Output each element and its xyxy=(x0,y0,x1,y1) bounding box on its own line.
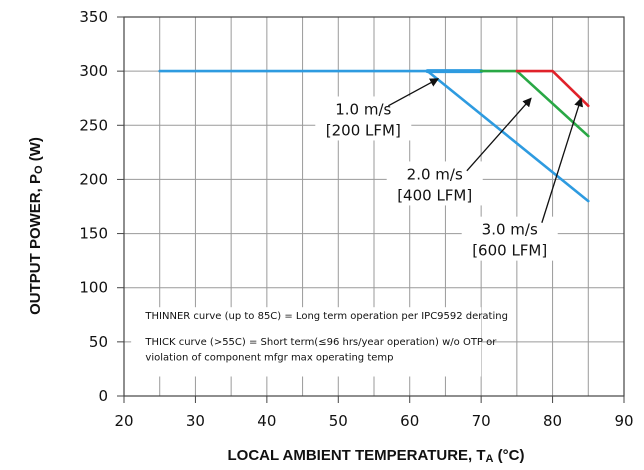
x-tick-label: 60 xyxy=(400,412,419,430)
notes-box xyxy=(131,307,482,377)
y-tick-label: 50 xyxy=(89,333,108,351)
tick-labels: 20 30 40 50 60 70 80 90 0 50 100 150 200 250 300 350 xyxy=(79,8,633,430)
annotation-label: [200 LFM] xyxy=(326,121,401,139)
x-tick-label: 90 xyxy=(614,412,633,430)
annotation-arrow xyxy=(541,97,584,223)
note-line: violation of component mfgr max operatin… xyxy=(145,352,393,363)
annotation-bg xyxy=(461,216,558,261)
annotation-label: 2.0 m/s xyxy=(407,165,463,183)
x-tick-label: 50 xyxy=(329,412,348,430)
y-tick-label: 200 xyxy=(79,170,108,188)
x-tick-label: 40 xyxy=(257,412,276,430)
x-tick-label: 30 xyxy=(186,412,205,430)
annotation-label: 1.0 m/s xyxy=(335,100,391,118)
annotation-arrow xyxy=(466,97,532,172)
note-line: THICK curve (>55C) = Short term(≤96 hrs/… xyxy=(144,337,497,348)
x-tick-label: 20 xyxy=(114,412,133,430)
y-tick-label: 300 xyxy=(79,62,108,80)
annotation-label: 3.0 m/s xyxy=(482,221,538,239)
y-tick-label: 100 xyxy=(79,279,108,297)
annotation-label: [400 LFM] xyxy=(397,186,472,204)
x-tick-label: 80 xyxy=(543,412,562,430)
annotation-arrow xyxy=(387,78,440,107)
y-tick-label: 150 xyxy=(79,225,108,243)
y-tick-label: 250 xyxy=(79,116,108,134)
y-tick-label: 350 xyxy=(79,8,108,26)
x-axis-title: LOCAL AMBIENT TEMPERATURE, TA (°C) xyxy=(228,447,525,465)
note-line: THINNER curve (up to 85C) = Long term op… xyxy=(144,311,508,322)
annotation-bg xyxy=(386,161,483,206)
notes: THINNER curve (up to 85C) = Long term op… xyxy=(144,311,508,363)
annotation-bg xyxy=(315,96,412,141)
annotation-label: [600 LFM] xyxy=(472,242,547,260)
series-layer xyxy=(158,69,590,203)
plot-frame xyxy=(117,16,625,403)
y-tick-label: 0 xyxy=(98,387,108,405)
x-tick-label: 70 xyxy=(472,412,491,430)
plot-border xyxy=(123,16,625,397)
y-axis-title: OUTPUT POWER, PO (W) xyxy=(27,137,45,315)
annotations: 1.0 m/s [200 LFM] 2.0 m/s [400 LFM] 3.0 m/s [… xyxy=(315,78,584,261)
series-line-4 xyxy=(515,69,590,108)
